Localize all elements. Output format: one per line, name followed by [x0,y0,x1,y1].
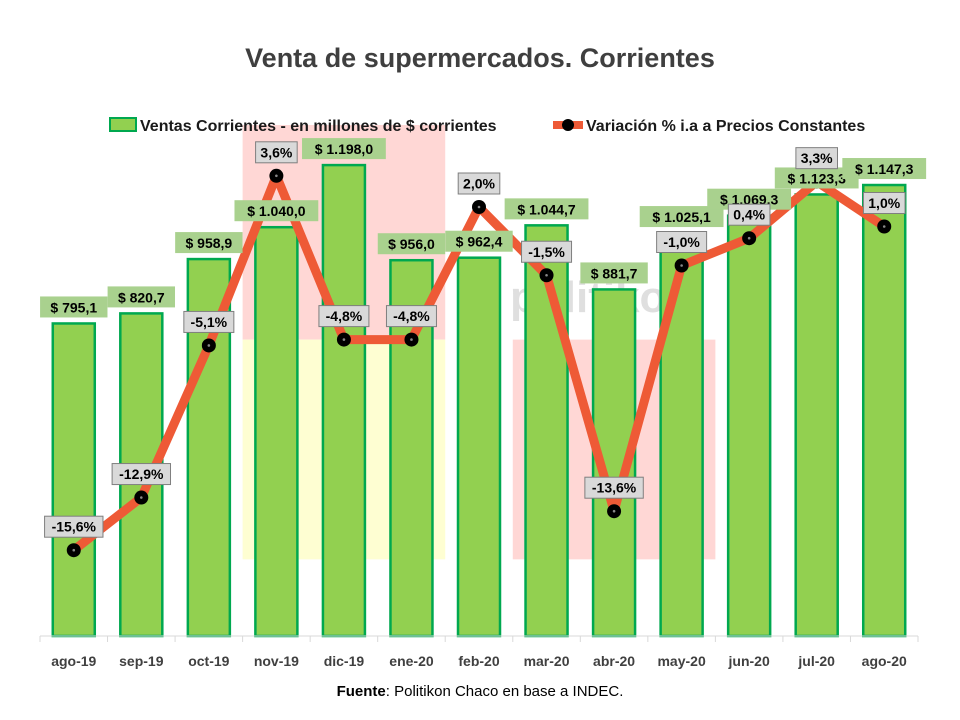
line-label-bg [385,305,437,328]
bar-label-bg [445,230,513,252]
line-point-center [545,273,548,277]
line-data-labels: -15,6% -12,9% -5,1% 3,6% -4,8% -4,8% 2,0% -1,5%… [44,141,906,538]
bar-label-bg [639,206,724,228]
line-point-center [207,344,211,347]
bar-value-label: $ 956,0 [388,236,435,252]
legend-line-marker [562,119,574,131]
line-label-bg [183,310,235,333]
bar-value-label: $ 962,4 [456,234,503,250]
bar-label-bg [504,198,589,220]
bar-nov-19 [254,225,299,638]
bar-value-label: $ 1.123,3 [787,170,846,186]
line-value-label: 0,4% [733,207,765,223]
bar-value-label: $ 1.069,3 [720,192,779,208]
bar-value-label: $ 795,1 [50,299,97,315]
x-tick-label: ago-19 [51,653,96,669]
bar-label-bg [842,158,927,180]
x-tick-label: jun-20 [728,653,770,669]
line-point-center [680,264,683,267]
footer-source-text: : Politikon Chaco en base a INDEC. [386,683,624,700]
x-axis: ago-19 sep-19 oct-19 nov-19 dic-19 ene-20 feb-… [39,636,919,669]
line-point-center [140,496,143,499]
line-label-bg [656,231,708,253]
bar-label-bg [580,262,648,284]
line-point-center [747,236,751,240]
line-value-label: -4,8% [326,308,363,324]
line-value-label: 1,0% [868,195,900,211]
line-label-bg [862,192,906,214]
line-label-bg [255,141,298,164]
footer-source: Fuente: Politikon Chaco en base a INDEC. [337,683,624,700]
x-tick-label: dic-19 [324,653,365,669]
line-value-label: -12,9% [119,466,164,482]
line-value-label: -5,1% [191,314,228,330]
x-tick-label: may-20 [657,653,705,669]
bar-mar-20 [524,224,569,638]
bar-value-label: $ 881,7 [591,265,638,281]
x-tick-label: feb-20 [458,653,499,669]
line-point-center [882,225,886,228]
line-label-bg [44,515,104,538]
line-label-bg [457,172,501,195]
bar-label-bg [40,296,108,318]
bar-label-bg [234,200,319,222]
legend: Ventas Corrientes - en millones de $ cor… [109,117,865,135]
bar-label-bg [774,167,859,189]
bar-value-label: $ 1.040,0 [247,203,306,219]
x-tick-label: jul-20 [797,653,835,669]
line-label-bg [795,147,838,170]
bar-value-label: $ 958,9 [185,235,232,251]
bar-ago-20 [861,183,907,638]
line-value-label: -4,8% [393,308,430,324]
footer-source-bold: Fuente [337,683,386,700]
line-value-label: 2,0% [463,176,495,192]
line-value-label: -1,0% [663,234,700,250]
chart-title: Venta de supermercados. Corrientes [245,43,715,73]
bar-feb-20 [456,256,502,638]
legend-bar-label: Ventas Corrientes - en millones de $ cor… [140,118,497,135]
legend-bar-swatch [109,117,137,132]
x-tick-label: ago-20 [862,653,907,669]
line-value-label: -1,5% [528,244,565,260]
x-tick-label: nov-19 [254,653,299,669]
bar-label-bg [377,233,446,255]
line-label-bg [584,476,644,499]
line-label-bg [727,203,771,226]
x-tick-label: oct-19 [188,653,229,669]
bar-jun-20 [726,214,772,638]
bar-value-label: $ 1.025,1 [652,209,711,225]
line-point-center [72,548,76,552]
line-point-center [275,174,278,178]
line-value-label: 3,3% [801,150,833,166]
bar-label-bg [175,232,243,254]
line-point-center [612,509,616,513]
x-tick-label: sep-19 [119,653,164,669]
line-value-label: -15,6% [52,519,97,535]
bar-value-label: $ 1.198,0 [315,141,374,157]
x-tick-label: abr-20 [593,653,635,669]
line-point-center [410,338,413,341]
line-value-label: 3,6% [260,144,292,160]
bar-value-label: $ 1.147,3 [855,161,914,177]
line-label-bg [111,463,172,486]
line-label-bg [521,240,573,263]
line-value-label: -13,6% [592,480,637,496]
line-label-bg [318,305,370,328]
x-tick-label: mar-20 [524,653,570,669]
bar-value-label: $ 820,7 [118,289,165,305]
bar-data-labels: $ 795,1 $ 820,7 $ 958,9 $ 1.040,0 $ 1.198,0 $… [40,138,927,318]
bar-value-label: $ 1.044,7 [517,201,576,217]
legend-line-label: Variación % i.a a Precios Constantes [586,118,865,135]
bar-ago-19 [51,322,97,638]
bar-label-bg [302,138,386,160]
bar-may-20 [659,231,704,638]
line-point-center [342,338,346,341]
bar-jul-20 [794,193,839,638]
bar-dic-19 [321,163,367,638]
line-point-center [477,205,481,209]
x-tick-label: ene-20 [389,653,434,669]
bar-label-bg [107,286,176,308]
